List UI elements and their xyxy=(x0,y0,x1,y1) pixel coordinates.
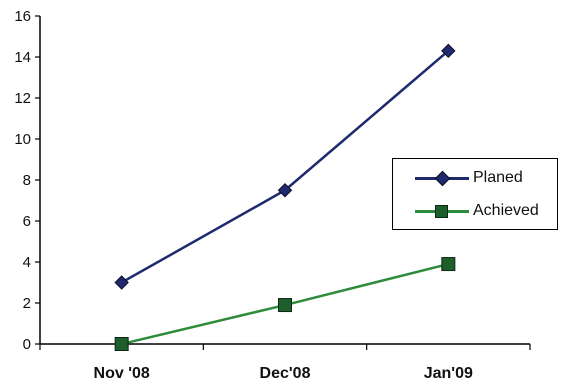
y-tick-label: 10 xyxy=(14,131,31,148)
y-tick-label: 6 xyxy=(23,213,31,230)
y-tick-label: 16 xyxy=(14,8,31,25)
legend-label-planed: Planed xyxy=(473,169,523,186)
y-tick-label: 12 xyxy=(14,90,31,107)
legend-item-planed: Planed xyxy=(393,166,557,192)
legend-diamond-marker-icon xyxy=(434,170,451,187)
data-point-achieved xyxy=(441,257,456,272)
data-point-achieved xyxy=(114,337,129,351)
y-axis-ticks: 0 2 4 6 8 10 12 14 16 xyxy=(14,8,40,353)
data-point-achieved xyxy=(278,298,292,313)
legend-item-achieved: Achieved xyxy=(393,199,557,225)
y-tick-label: 4 xyxy=(23,254,31,271)
data-point-planed xyxy=(114,275,129,290)
legend-square-marker-icon xyxy=(435,205,448,218)
x-tick-label: Jan'09 xyxy=(424,365,473,382)
y-tick-label: 0 xyxy=(23,336,31,353)
x-tick-label: Dec'08 xyxy=(260,365,311,382)
series-group xyxy=(114,43,456,351)
x-tick-label: Nov '08 xyxy=(94,365,150,382)
y-tick-label: 2 xyxy=(23,295,31,312)
y-tick-label: 14 xyxy=(14,49,31,66)
data-point-planed xyxy=(277,183,293,198)
x-axis-ticks: Nov '08 Dec'08 Jan'09 xyxy=(39,344,531,382)
legend: Planed Achieved xyxy=(392,158,558,230)
data-point-planed xyxy=(441,43,456,59)
legend-label-achieved: Achieved xyxy=(473,202,539,219)
y-tick-label: 8 xyxy=(23,172,31,189)
